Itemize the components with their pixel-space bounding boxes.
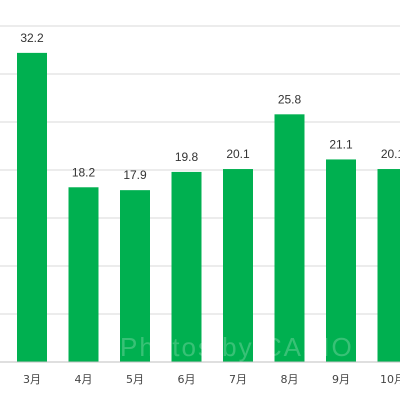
- data-label-4: 19.8: [175, 150, 199, 164]
- data-label-8: 20.1: [381, 147, 400, 161]
- bar-5: [223, 169, 253, 362]
- x-tick-label-3: 5月: [126, 373, 144, 386]
- data-label-5: 20.1: [226, 147, 250, 161]
- data-label-1: 32.2: [20, 31, 44, 45]
- bars: [17, 52, 400, 362]
- data-label-6: 25.8: [278, 92, 302, 106]
- bar-1: [17, 52, 47, 362]
- bar-3: [120, 190, 150, 362]
- bar-4: [171, 171, 202, 362]
- x-tick-label-1: 3月: [23, 373, 41, 386]
- x-tick-labels: 3月 4月 5月 6月 7月 8月 9月 10月: [23, 373, 400, 386]
- x-tick-label-8: 10月: [380, 373, 400, 386]
- watermark-text: Photos by CASIO: [120, 332, 354, 362]
- x-tick-label-7: 9月: [332, 373, 350, 386]
- x-tick-label-5: 7月: [229, 373, 247, 386]
- bar-2: [68, 187, 99, 362]
- data-labels: 32.2 18.2 17.9 19.8 20.1 25.8 21.1 20.1: [20, 31, 400, 182]
- data-label-7: 21.1: [329, 137, 353, 151]
- bar-8: [377, 169, 400, 362]
- x-tick-label-4: 6月: [178, 373, 196, 386]
- data-label-3: 17.9: [123, 168, 147, 182]
- bar-6: [274, 114, 305, 362]
- bar-7: [326, 159, 356, 362]
- x-tick-label-2: 4月: [75, 373, 93, 386]
- data-label-2: 18.2: [72, 165, 96, 179]
- x-tick-label-6: 8月: [281, 373, 299, 386]
